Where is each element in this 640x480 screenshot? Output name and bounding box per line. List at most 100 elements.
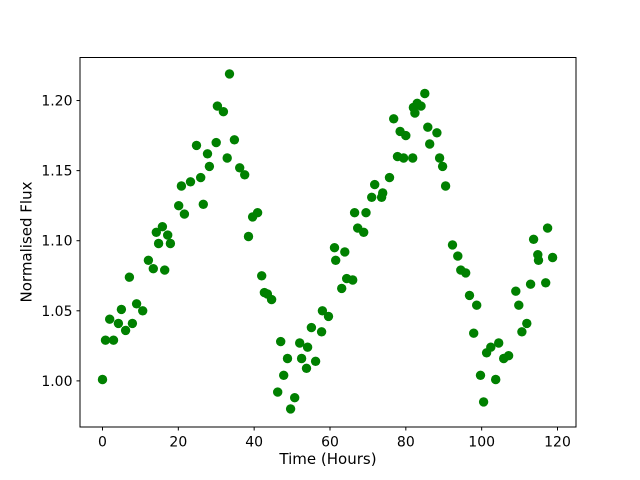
data-point bbox=[528, 234, 539, 244]
plot-frame bbox=[79, 57, 577, 428]
data-point bbox=[432, 128, 442, 138]
data-point bbox=[398, 153, 409, 163]
data-point bbox=[361, 208, 371, 218]
data-point bbox=[359, 227, 369, 237]
data-point bbox=[151, 227, 161, 237]
data-point bbox=[204, 161, 215, 172]
data-point bbox=[384, 172, 395, 183]
data-point bbox=[282, 353, 293, 364]
y-tick-label: 1.00 bbox=[41, 374, 72, 390]
data-point bbox=[97, 374, 108, 385]
data-point bbox=[218, 107, 229, 117]
data-point bbox=[143, 255, 154, 265]
data-point bbox=[235, 163, 245, 173]
data-point bbox=[198, 199, 208, 209]
data-point bbox=[163, 230, 173, 240]
y-axis-label: Normalised Flux bbox=[17, 181, 36, 303]
data-point bbox=[420, 88, 430, 99]
data-point bbox=[222, 153, 232, 163]
data-point bbox=[416, 101, 426, 111]
data-point bbox=[127, 318, 138, 329]
data-point bbox=[491, 374, 501, 385]
data-point bbox=[252, 208, 263, 218]
data-point bbox=[494, 338, 504, 348]
data-point bbox=[131, 299, 142, 309]
data-point bbox=[514, 300, 524, 310]
data-point bbox=[408, 153, 418, 163]
data-point bbox=[447, 240, 458, 250]
data-point bbox=[116, 304, 127, 315]
data-point bbox=[179, 209, 190, 219]
data-point bbox=[124, 272, 135, 282]
data-point bbox=[229, 135, 240, 145]
data-point bbox=[302, 342, 313, 352]
data-point bbox=[423, 122, 433, 132]
data-point bbox=[542, 223, 553, 233]
data-point bbox=[511, 286, 521, 296]
data-point bbox=[202, 149, 213, 159]
data-point bbox=[472, 300, 482, 310]
data-point bbox=[295, 338, 305, 348]
data-point bbox=[285, 404, 296, 414]
data-point bbox=[120, 325, 131, 336]
data-point bbox=[100, 335, 111, 345]
data-point bbox=[378, 188, 388, 198]
data-point bbox=[478, 397, 489, 407]
x-tick-label: 0 bbox=[98, 435, 107, 451]
data-point bbox=[212, 101, 223, 111]
x-axis-label: Time (Hours) bbox=[279, 450, 377, 468]
data-point bbox=[148, 264, 158, 274]
data-point bbox=[329, 243, 340, 253]
data-point bbox=[310, 356, 321, 366]
data-point bbox=[486, 342, 496, 352]
data-point bbox=[301, 363, 312, 373]
data-point bbox=[316, 327, 327, 337]
x-tick-label: 20 bbox=[169, 435, 187, 451]
data-point bbox=[196, 172, 206, 183]
data-point bbox=[401, 130, 411, 141]
data-point bbox=[174, 201, 184, 211]
data-point bbox=[138, 306, 148, 316]
data-point bbox=[211, 137, 221, 148]
data-point bbox=[290, 393, 300, 403]
data-point bbox=[273, 387, 283, 397]
data-point bbox=[306, 322, 317, 333]
data-point bbox=[437, 161, 448, 172]
data-point bbox=[348, 275, 358, 285]
data-point bbox=[541, 278, 551, 288]
y-tick-label: 1.10 bbox=[41, 234, 72, 250]
data-point bbox=[105, 314, 115, 324]
data-point bbox=[475, 370, 486, 380]
data-point bbox=[522, 318, 532, 329]
data-point bbox=[224, 69, 235, 79]
x-tick-label: 40 bbox=[245, 435, 263, 451]
data-point bbox=[153, 238, 164, 249]
data-point bbox=[160, 265, 170, 275]
data-point bbox=[461, 268, 471, 278]
data-point bbox=[240, 170, 250, 180]
x-tick-label: 100 bbox=[468, 435, 495, 451]
data-point bbox=[331, 255, 341, 265]
data-point bbox=[453, 251, 463, 261]
data-point bbox=[389, 114, 399, 124]
x-tick-label: 60 bbox=[321, 435, 339, 451]
data-point bbox=[533, 255, 544, 265]
x-tick-label: 120 bbox=[544, 435, 571, 451]
data-point bbox=[243, 231, 254, 242]
y-tick-label: 1.05 bbox=[41, 304, 72, 320]
data-point bbox=[434, 153, 445, 163]
data-point bbox=[547, 252, 558, 263]
data-point bbox=[323, 311, 334, 322]
data-point bbox=[340, 247, 350, 257]
data-point bbox=[185, 177, 196, 187]
data-point bbox=[525, 279, 536, 289]
data-point bbox=[469, 328, 479, 338]
data-point bbox=[191, 140, 202, 151]
data-point bbox=[367, 192, 377, 202]
data-point bbox=[257, 271, 267, 281]
data-point bbox=[276, 336, 286, 347]
data-point bbox=[279, 370, 289, 380]
data-point bbox=[296, 353, 307, 364]
